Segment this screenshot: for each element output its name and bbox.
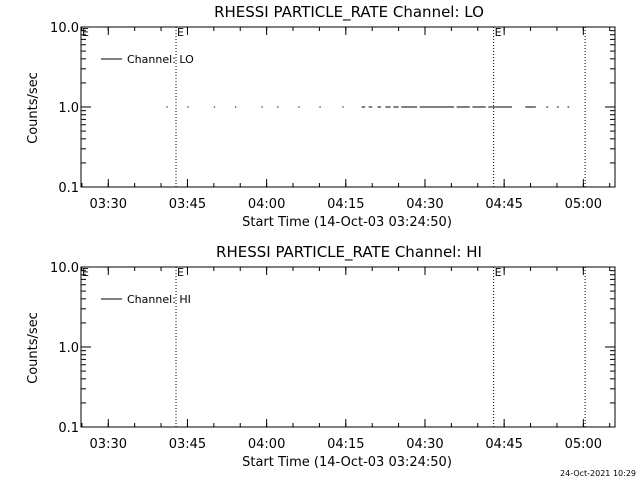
y-tick-label: 10.0 xyxy=(50,261,79,276)
chart-title: RHESSI PARTICLE_RATE Channel: HI xyxy=(216,243,482,262)
x-tick-label: 04:30 xyxy=(406,437,443,452)
x-tick-label: 03:45 xyxy=(169,197,206,212)
event-marker-label: E xyxy=(495,266,502,279)
x-tick-label: 04:00 xyxy=(248,197,285,212)
x-tick-label: 04:45 xyxy=(485,437,522,452)
chart-title: RHESSI PARTICLE_RATE Channel: LO xyxy=(214,3,484,22)
y-tick-label: 0.1 xyxy=(58,181,79,196)
event-marker-label: E xyxy=(495,26,502,39)
x-axis-label: Start Time (14-Oct-03 03:24:50) xyxy=(242,215,452,230)
x-tick-label: 03:30 xyxy=(90,437,127,452)
y-axis-label: Counts/sec xyxy=(26,72,41,144)
plot-area: 03:30 03:45 04:00 04:15 04:30 04:45 05:00 0.1 1.… xyxy=(50,261,616,452)
event-marker-label: E xyxy=(177,266,184,279)
x-tick-label: 04:00 xyxy=(248,437,285,452)
x-tick-label: 03:45 xyxy=(169,437,206,452)
x-tick-label: 03:30 xyxy=(90,197,127,212)
legend-label: Channel: HI xyxy=(127,293,191,306)
x-axis-label: Start Time (14-Oct-03 03:24:50) xyxy=(242,455,452,470)
y-tick-label: 10.0 xyxy=(50,21,79,36)
panel-hi: RHESSI PARTICLE_RATE Channel: HI Counts/… xyxy=(26,243,616,470)
y-tick-label: 1.0 xyxy=(58,101,79,116)
y-axis-label: Counts/sec xyxy=(26,312,41,384)
x-tick-label: 05:00 xyxy=(565,437,602,452)
event-marker-label: E xyxy=(82,26,89,39)
plot-area: 03:30 03:45 04:00 04:15 04:30 04:45 05:00 0.1 1.… xyxy=(50,21,616,212)
legend-label: Channel: LO xyxy=(127,53,194,66)
x-tick-label: 04:30 xyxy=(406,197,443,212)
y-tick-label: 0.1 xyxy=(58,421,79,436)
x-tick-label: 04:45 xyxy=(485,197,522,212)
x-tick-label: 04:15 xyxy=(327,437,364,452)
x-tick-label: 05:00 xyxy=(565,197,602,212)
footer-timestamp: 24-Oct-2021 10:29 xyxy=(560,469,636,478)
y-tick-label: 1.0 xyxy=(58,341,79,356)
panel-lo: RHESSI PARTICLE_RATE Channel: LO Counts/… xyxy=(26,3,616,230)
event-marker-label: E xyxy=(177,26,184,39)
event-marker-label: E xyxy=(82,266,89,279)
x-tick-label: 04:15 xyxy=(327,197,364,212)
